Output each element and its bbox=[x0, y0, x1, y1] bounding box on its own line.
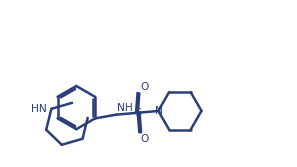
Text: N: N bbox=[155, 106, 163, 116]
Text: O: O bbox=[141, 82, 149, 92]
Text: HN: HN bbox=[31, 104, 47, 114]
Text: O: O bbox=[141, 134, 149, 144]
Text: S: S bbox=[134, 108, 141, 118]
Text: NH: NH bbox=[117, 103, 133, 113]
